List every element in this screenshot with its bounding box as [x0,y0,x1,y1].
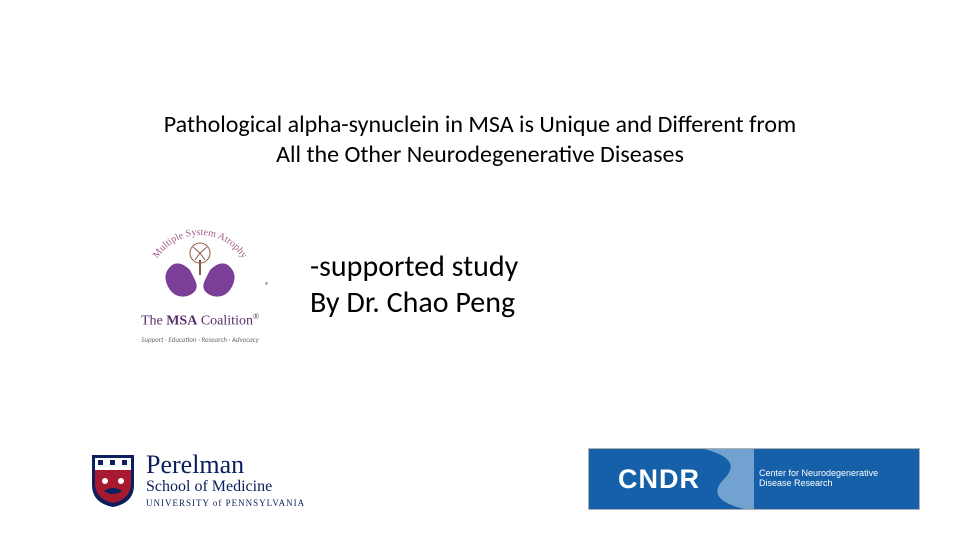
msa-arc-text: Multiple System Atrophy [151,227,249,261]
msa-logo-svg: Multiple System Atrophy ® [100,220,300,350]
slide: Pathological alpha-synuclein in MSA is U… [0,0,960,540]
msa-name-suffix: Coalition [201,314,253,329]
msa-name-main: MSA [166,314,197,329]
bottom-logos: Perelman School of Medicine UNIVERSITY o… [90,448,920,510]
cndr-full-name: Center for Neurodegenerative Disease Res… [759,469,913,489]
msa-coalition-logo: Multiple System Atrophy ® [100,220,300,350]
cndr-logo: CNDR Center for Neurodegenerative Diseas… [588,448,920,510]
perelman-line-3: UNIVERSITY of PENNSYLVANIA [146,496,305,510]
support-text: -supported study By Dr. Chao Peng [310,249,518,321]
support-line-2: By Dr. Chao Peng [310,284,515,321]
support-line-1: -supported study [310,248,518,285]
cndr-left: CNDR [589,449,729,509]
tree-icon [190,243,210,275]
slide-title: Pathological alpha-synuclein in MSA is U… [80,110,880,170]
penn-shield-icon [90,453,136,509]
title-line-1: Pathological alpha-synuclein in MSA is U… [164,110,796,139]
perelman-text: Perelman School of Medicine UNIVERSITY o… [146,452,305,510]
msa-name-prefix: The [141,314,163,329]
msa-coalition-name: The MSA Coalition® [100,312,300,330]
msa-tagline: Support · Education · Research · Advocac… [100,335,300,344]
cndr-right: Center for Neurodegenerative Disease Res… [729,449,919,509]
trademark-icon: ® [265,281,269,291]
mid-block: Multiple System Atrophy ® [100,220,760,350]
cndr-swoosh-icon [704,449,754,509]
perelman-logo: Perelman School of Medicine UNIVERSITY o… [90,452,305,510]
perelman-line-1: Perelman [146,452,305,478]
cndr-acronym: CNDR [618,464,700,495]
title-line-2: All the Other Neurodegenerative Diseases [276,140,684,169]
perelman-line-2: School of Medicine [146,478,305,496]
